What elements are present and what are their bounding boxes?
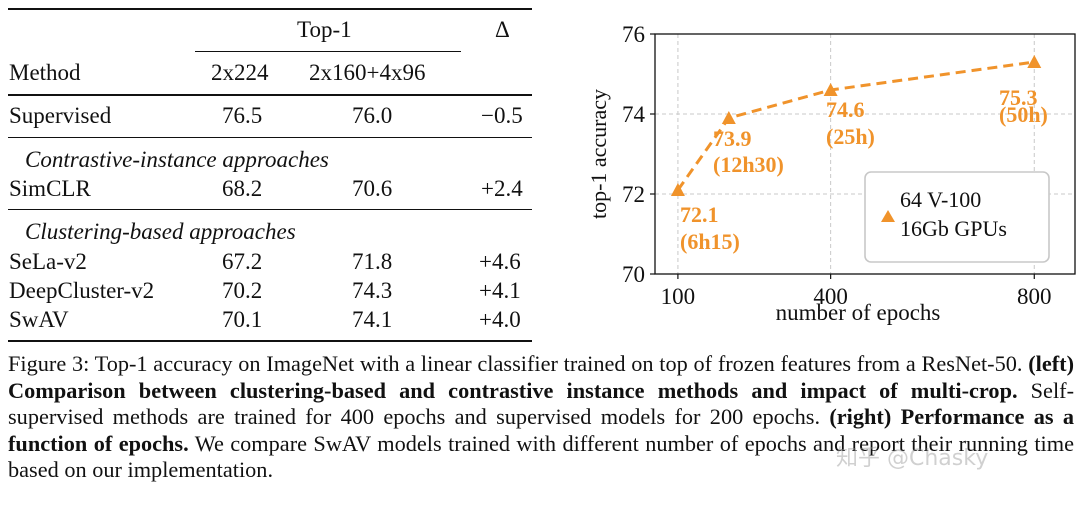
delta-header: Δ xyxy=(495,17,510,42)
legend-marker-icon xyxy=(881,210,895,222)
row-simclr-b: 70.6 xyxy=(352,176,393,201)
legend-box xyxy=(864,171,1050,263)
caption-right-bold: (right) Performance as a function of epo… xyxy=(8,404,1074,456)
top1-cmidrule xyxy=(195,51,461,52)
row-simclr-method: SimCLR xyxy=(9,176,91,201)
series-line xyxy=(670,55,1042,196)
point-value-label: 72.1 xyxy=(680,202,719,227)
midrule-1 xyxy=(8,137,532,138)
y-tick-label: 74 xyxy=(622,102,646,127)
col-multicrop-header: 2x160+4x96 xyxy=(309,60,426,85)
x-tick-label: 400 xyxy=(813,284,848,309)
legend-line1: 64 V-100 xyxy=(900,187,981,212)
point-time-label: (12h30) xyxy=(713,152,784,177)
row-swav-b: 74.1 xyxy=(352,307,393,332)
section-contrastive: Contrastive-instance approaches xyxy=(25,147,329,172)
caption-end: We compare SwAV models trained with diff… xyxy=(8,430,1074,483)
row-sela-method: SeLa-v2 xyxy=(9,249,87,274)
y-tick-label: 70 xyxy=(622,262,645,287)
accuracy-line xyxy=(676,60,1035,191)
x-axis-label: number of epochs xyxy=(776,300,941,325)
row-deepcluster-delta: +4.1 xyxy=(479,278,521,303)
row-deepcluster-method: DeepCluster-v2 xyxy=(9,278,155,303)
row-supervised-a: 76.5 xyxy=(222,103,263,128)
figure-caption: Figure 3: Top-1 accuracy on ImageNet wit… xyxy=(8,351,1074,484)
legend-line2: 16Gb GPUs xyxy=(900,216,1007,241)
row-swav-a: 70.1 xyxy=(222,307,263,332)
point-value-label: 74.6 xyxy=(826,97,865,122)
row-supervised-delta: −0.5 xyxy=(481,103,523,128)
data-point-marker xyxy=(721,111,736,124)
midrule-2 xyxy=(8,209,532,210)
legend: 64 V-100 16Gb GPUs xyxy=(864,171,1050,263)
table-top-rule xyxy=(8,8,532,10)
watermark: 知乎 @Chasky xyxy=(836,446,989,471)
row-deepcluster-b: 74.3 xyxy=(352,278,393,303)
y-axis-label: top-1 accuracy xyxy=(586,89,611,219)
top1-header: Top-1 xyxy=(297,17,352,42)
axis-ticks: 100 400 800 70 72 74 76 xyxy=(622,22,1052,309)
row-swav-method: SwAV xyxy=(9,307,69,332)
row-deepcluster-a: 70.2 xyxy=(222,278,263,303)
point-time-label: (25h) xyxy=(826,124,875,149)
plot-frame xyxy=(654,33,1076,275)
caption-intro: Figure 3: Top-1 accuracy on ImageNet wit… xyxy=(8,351,1029,376)
x-tick-label: 800 xyxy=(1017,284,1052,309)
row-sela-b: 71.8 xyxy=(352,249,393,274)
row-sela-a: 67.2 xyxy=(222,249,263,274)
y-tick-label: 76 xyxy=(622,22,645,47)
data-point-marker xyxy=(1027,55,1042,68)
point-time-label: (6h15) xyxy=(680,229,740,254)
caption-middle: Self-supervised methods are trained for … xyxy=(8,377,1074,430)
point-time-label: (50h) xyxy=(999,102,1048,127)
x-tick-label: 100 xyxy=(661,284,696,309)
col-2x224-header: 2x224 xyxy=(211,60,269,85)
row-supervised-method: Supervised xyxy=(9,103,112,128)
point-value-label: 73.9 xyxy=(713,126,752,151)
row-sela-delta: +4.6 xyxy=(479,249,521,274)
section-clustering: Clustering-based approaches xyxy=(25,219,296,244)
data-point-marker xyxy=(670,183,685,196)
y-tick-label: 72 xyxy=(622,182,645,207)
row-swav-delta: +4.0 xyxy=(479,307,521,332)
data-point-marker xyxy=(823,83,838,96)
row-supervised-b: 76.0 xyxy=(352,103,393,128)
row-simclr-delta: +2.4 xyxy=(481,176,523,201)
row-simclr-a: 68.2 xyxy=(222,176,263,201)
point-value-label: 75.3 xyxy=(999,85,1038,110)
header-rule xyxy=(8,94,532,96)
point-labels: 72.1(6h15) 73.9(12h30) 74.6(25h) 75.3(50h) xyxy=(680,85,1048,254)
caption-left-bold: (left) Comparison between clustering-bas… xyxy=(8,351,1074,403)
method-header: Method xyxy=(9,60,81,85)
table-bottom-rule xyxy=(8,340,532,342)
